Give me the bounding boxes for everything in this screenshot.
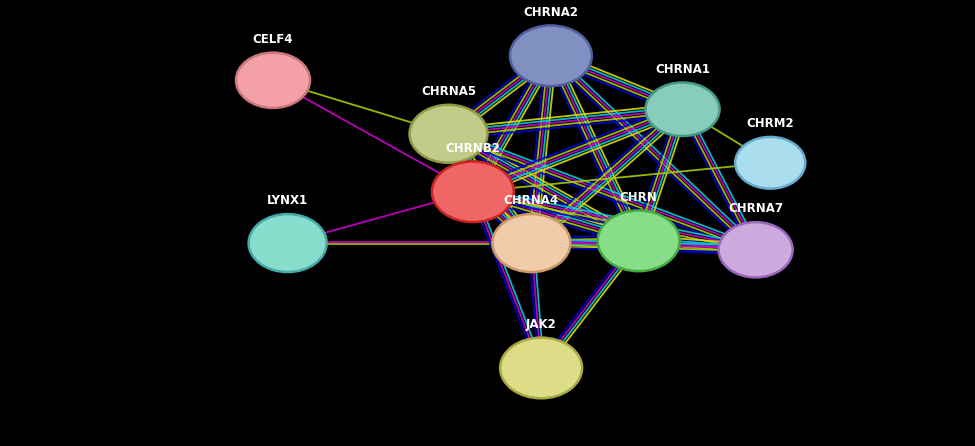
Ellipse shape — [492, 214, 570, 272]
Ellipse shape — [410, 105, 488, 163]
Ellipse shape — [598, 211, 680, 271]
Text: CHRNA2: CHRNA2 — [524, 6, 578, 19]
Ellipse shape — [510, 25, 592, 86]
Text: CHRM2: CHRM2 — [747, 117, 794, 130]
Ellipse shape — [645, 83, 720, 136]
Text: CHRNA5: CHRNA5 — [421, 85, 476, 98]
Ellipse shape — [249, 214, 327, 272]
Ellipse shape — [735, 137, 805, 189]
Ellipse shape — [432, 161, 514, 222]
Text: CELF4: CELF4 — [253, 33, 293, 46]
Text: CHRNA7: CHRNA7 — [728, 202, 783, 215]
Text: CHRN: CHRN — [620, 191, 657, 204]
Text: LYNX1: LYNX1 — [267, 194, 308, 207]
Text: JAK2: JAK2 — [526, 318, 557, 331]
Ellipse shape — [500, 338, 582, 398]
Text: CHRNA1: CHRNA1 — [655, 63, 710, 76]
Ellipse shape — [236, 53, 310, 108]
Ellipse shape — [719, 222, 793, 277]
Text: CHRNB2: CHRNB2 — [446, 142, 500, 155]
Text: CHRNA4: CHRNA4 — [504, 194, 559, 207]
